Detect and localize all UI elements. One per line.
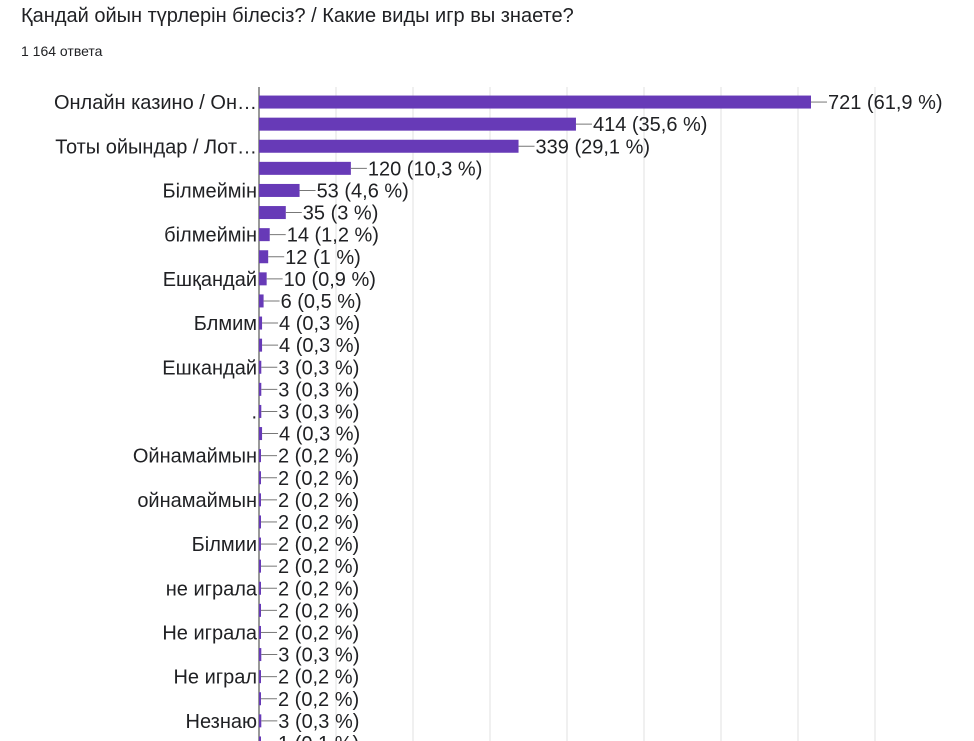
data-label: 414 (35,6 %) bbox=[593, 114, 708, 136]
data-label: 2 (0,2 %) bbox=[278, 556, 359, 578]
data-label: 4 (0,3 %) bbox=[279, 335, 360, 357]
bar bbox=[259, 670, 261, 684]
category-label: Незнаю bbox=[186, 711, 257, 733]
data-label: 721 (61,9 %) bbox=[828, 92, 943, 114]
bar bbox=[259, 206, 286, 220]
bar bbox=[259, 228, 270, 242]
data-label: 3 (0,3 %) bbox=[278, 357, 359, 379]
data-label: 4 (0,3 %) bbox=[279, 313, 360, 335]
data-label: 35 (3 %) bbox=[303, 203, 379, 225]
bar bbox=[259, 648, 262, 662]
data-label: 2 (0,2 %) bbox=[278, 578, 359, 600]
bar bbox=[259, 338, 263, 352]
bar bbox=[259, 449, 261, 463]
data-label: 3 (0,3 %) bbox=[278, 645, 359, 667]
bar bbox=[259, 316, 263, 330]
data-label: 2 (0,2 %) bbox=[278, 512, 359, 534]
category-label: Онлайн казино / Он… bbox=[54, 92, 257, 114]
category-label: ойнамаймын bbox=[137, 490, 257, 512]
data-label: 2 (0,2 %) bbox=[278, 468, 359, 490]
category-label: не играла bbox=[166, 578, 258, 600]
bar bbox=[259, 625, 261, 639]
data-label: 1 (0,1 %) bbox=[278, 733, 359, 741]
data-label: 3 (0,3 %) bbox=[278, 711, 359, 733]
bar bbox=[259, 427, 263, 441]
bar bbox=[259, 559, 261, 573]
data-label: 2 (0,2 %) bbox=[278, 446, 359, 468]
bar bbox=[259, 581, 261, 595]
category-label: Не играла bbox=[162, 622, 258, 644]
bar bbox=[259, 714, 262, 728]
category-label: Тоты ойындар / Лот… bbox=[55, 136, 257, 158]
bar bbox=[259, 692, 261, 706]
data-label: 2 (0,2 %) bbox=[278, 667, 359, 689]
bar bbox=[259, 471, 261, 485]
data-label: 53 (4,6 %) bbox=[317, 180, 409, 202]
category-label: Ешкандай bbox=[162, 357, 257, 379]
bar bbox=[259, 382, 262, 396]
data-label: 3 (0,3 %) bbox=[278, 379, 359, 401]
category-label: Білмии bbox=[192, 534, 257, 556]
bar bbox=[259, 161, 351, 175]
category-label: Ешқандай bbox=[163, 269, 257, 291]
bar bbox=[259, 272, 267, 286]
category-label: Ойнамаймын bbox=[133, 446, 257, 468]
data-label: 120 (10,3 %) bbox=[368, 158, 483, 180]
bar bbox=[259, 515, 261, 529]
data-label: 4 (0,3 %) bbox=[279, 424, 360, 446]
data-label: 2 (0,2 %) bbox=[278, 600, 359, 622]
data-label: 12 (1 %) bbox=[285, 247, 361, 269]
data-label: 14 (1,2 %) bbox=[287, 225, 379, 247]
data-label: 2 (0,2 %) bbox=[278, 622, 359, 644]
bar bbox=[259, 493, 261, 507]
bar bbox=[259, 603, 261, 617]
bar bbox=[259, 139, 519, 153]
data-label: 6 (0,5 %) bbox=[281, 291, 362, 313]
bar bbox=[259, 183, 300, 197]
bar bbox=[259, 294, 264, 308]
category-label: білмеймін bbox=[164, 225, 257, 247]
response-count: 1 164 ответа bbox=[21, 43, 103, 59]
bar bbox=[259, 360, 262, 374]
question-title: Қандай ойын түрлерін білесіз? / Какие ви… bbox=[21, 5, 574, 27]
data-label: 3 (0,3 %) bbox=[278, 401, 359, 423]
category-label: Блмим bbox=[194, 313, 257, 335]
data-label: 10 (0,9 %) bbox=[284, 269, 376, 291]
data-label: 2 (0,2 %) bbox=[278, 490, 359, 512]
bar bbox=[259, 736, 261, 741]
data-label: 2 (0,2 %) bbox=[278, 689, 359, 711]
data-label: 2 (0,2 %) bbox=[278, 534, 359, 556]
category-label: Не играл bbox=[173, 667, 257, 689]
bar bbox=[259, 250, 269, 264]
data-label: 339 (29,1 %) bbox=[536, 136, 651, 158]
bar bbox=[259, 537, 261, 551]
bar bbox=[259, 95, 811, 109]
category-label: . bbox=[251, 401, 257, 423]
category-label: Білмеймін bbox=[162, 180, 257, 202]
bar bbox=[259, 404, 262, 418]
bar bbox=[259, 117, 576, 131]
